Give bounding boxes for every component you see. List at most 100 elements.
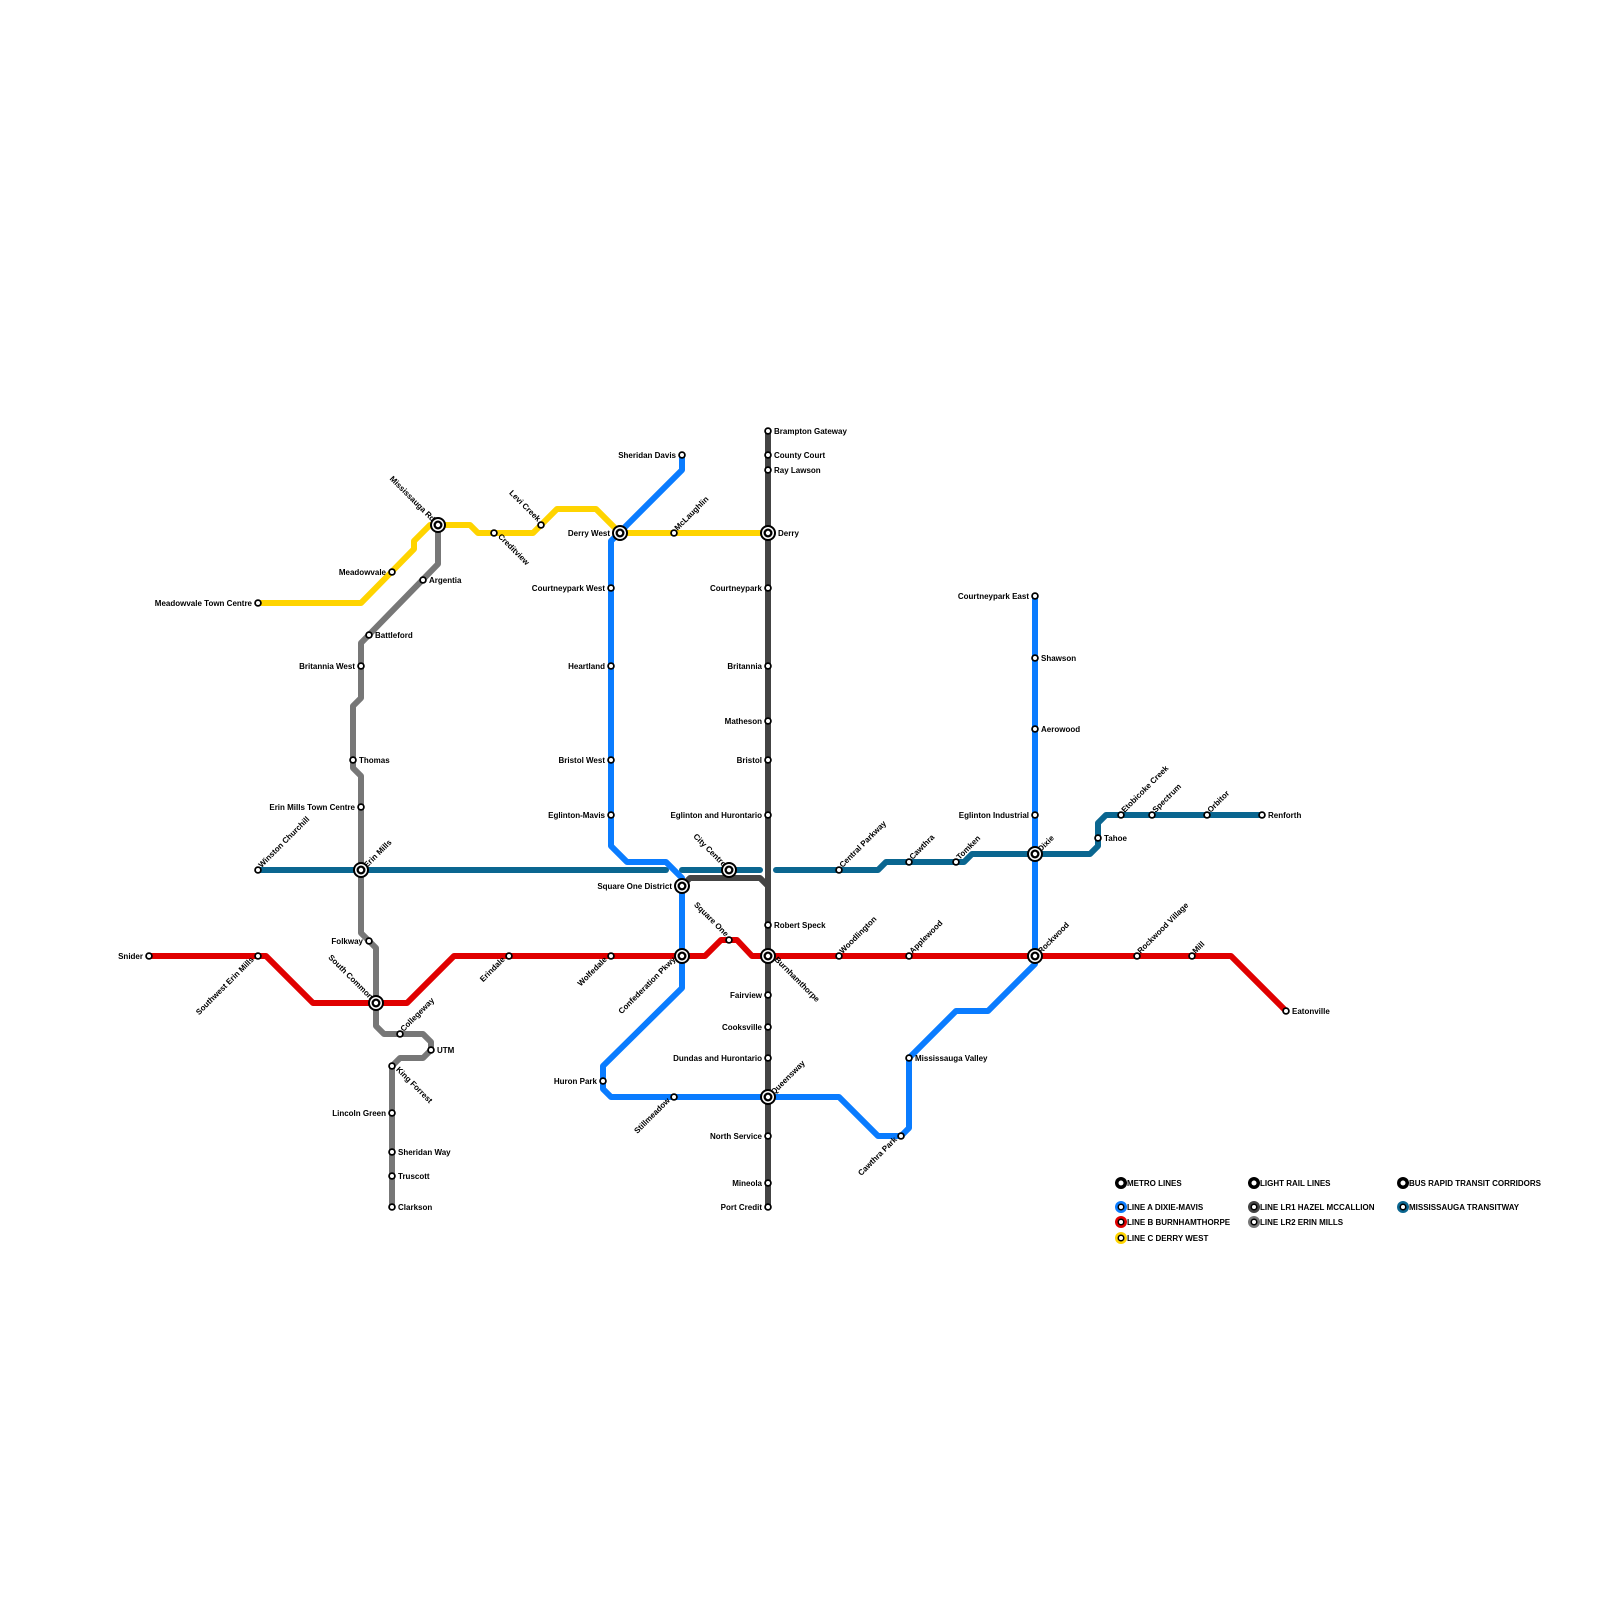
station-matheson[interactable]: Matheson bbox=[725, 717, 772, 726]
station-marker bbox=[609, 954, 613, 958]
station-britannia-west[interactable]: Britannia West bbox=[299, 662, 365, 671]
station-marker bbox=[609, 813, 613, 817]
station-brampton-gateway[interactable]: Brampton Gateway bbox=[764, 427, 847, 436]
station-meadowvale[interactable]: Meadowvale bbox=[339, 568, 396, 577]
station-snider[interactable]: Snider bbox=[118, 952, 153, 961]
station-aerowood[interactable]: Aerowood bbox=[1031, 725, 1080, 734]
station-marker bbox=[766, 664, 770, 668]
station-eglinton-and-hurontario[interactable]: Eglinton and Hurontario bbox=[670, 811, 772, 820]
station-marker bbox=[766, 1181, 770, 1185]
station-marker bbox=[766, 923, 770, 927]
station-thomas[interactable]: Thomas bbox=[349, 756, 390, 765]
station-label: North Service bbox=[710, 1132, 763, 1141]
station-label: Clarkson bbox=[398, 1203, 432, 1212]
station-north-service[interactable]: North Service bbox=[710, 1132, 772, 1141]
station-port-credit[interactable]: Port Credit bbox=[721, 1203, 772, 1212]
station-courtneypark-west[interactable]: Courtneypark West bbox=[532, 584, 615, 593]
station-king-forrest[interactable]: King Forrest bbox=[388, 1062, 434, 1105]
station-marker bbox=[1150, 813, 1154, 817]
station-tahoe[interactable]: Tahoe bbox=[1094, 834, 1128, 843]
station-label: Dixie bbox=[1036, 833, 1056, 853]
svg-text:LIGHT RAIL LINES: LIGHT RAIL LINES bbox=[1260, 1179, 1331, 1188]
station-marker bbox=[601, 1079, 605, 1083]
station-bristol-west[interactable]: Bristol West bbox=[558, 756, 615, 765]
svg-text:LINE B BURNHAMTHORPE: LINE B BURNHAMTHORPE bbox=[1127, 1218, 1231, 1227]
station-renforth[interactable]: Renforth bbox=[1258, 811, 1301, 820]
station-label: Southwest Erin Mills bbox=[194, 955, 256, 1017]
station-huron-park[interactable]: Huron Park bbox=[554, 1077, 607, 1086]
station-label: Courtneypark East bbox=[958, 592, 1029, 601]
station-dixie[interactable]: Dixie bbox=[1027, 833, 1056, 862]
station-county-court[interactable]: County Court bbox=[764, 451, 825, 460]
station-meadowvale-town-centre[interactable]: Meadowvale Town Centre bbox=[155, 599, 262, 608]
station-heartland[interactable]: Heartland bbox=[568, 662, 615, 671]
lr2-route bbox=[350, 522, 441, 1210]
station-label: Meadowvale bbox=[339, 568, 387, 577]
station-sheridan-davis[interactable]: Sheridan Davis bbox=[618, 451, 686, 460]
station-label: Mineola bbox=[732, 1179, 762, 1188]
station-britannia[interactable]: Britannia bbox=[727, 662, 772, 671]
station-courtneypark-east[interactable]: Courtneypark East bbox=[958, 592, 1039, 601]
station-rockwood-village[interactable]: Rockwood Village bbox=[1133, 900, 1191, 960]
station-robert-speck[interactable]: Robert Speck bbox=[764, 921, 826, 930]
station-square-one-district[interactable]: Square One District bbox=[597, 878, 690, 894]
station-eatonville[interactable]: Eatonville bbox=[1282, 1007, 1330, 1016]
station-argentia[interactable]: Argentia bbox=[419, 576, 462, 585]
station-square-one[interactable]: Square One bbox=[692, 900, 733, 944]
station-marker bbox=[907, 860, 911, 864]
station-marker bbox=[390, 1111, 394, 1115]
station-marker bbox=[766, 453, 770, 457]
station-label: Lincoln Green bbox=[332, 1109, 386, 1118]
station-eglinton-mavis[interactable]: Eglinton-Mavis bbox=[548, 811, 615, 820]
station-marker bbox=[837, 954, 841, 958]
station-erin-mills-town-centre[interactable]: Erin Mills Town Centre bbox=[269, 803, 365, 812]
station-marker bbox=[390, 1205, 394, 1209]
station-truscott[interactable]: Truscott bbox=[388, 1172, 430, 1181]
interchange-marker bbox=[679, 953, 685, 959]
station-marker bbox=[672, 531, 676, 535]
station-marker bbox=[766, 719, 770, 723]
legend-brt-header: BUS RAPID TRANSIT CORRIDORS bbox=[1397, 1177, 1542, 1189]
station-fairview[interactable]: Fairview bbox=[730, 991, 772, 1000]
station-label: Woodlington bbox=[838, 915, 879, 956]
station-dundas-and-hurontario[interactable]: Dundas and Hurontario bbox=[673, 1054, 772, 1063]
station-marker bbox=[766, 758, 770, 762]
station-cooksville[interactable]: Cooksville bbox=[722, 1023, 772, 1032]
station-levi-creek[interactable]: Levi Creek bbox=[507, 488, 545, 529]
station-southwest-erin-mills[interactable]: Southwest Erin Mills bbox=[194, 952, 262, 1017]
station-winston-churchill[interactable]: Winston Churchill bbox=[254, 815, 311, 874]
station-label: Eatonville bbox=[1292, 1007, 1330, 1016]
station-lincoln-green[interactable]: Lincoln Green bbox=[332, 1109, 396, 1118]
station-bristol[interactable]: Bristol bbox=[737, 756, 772, 765]
station-derry[interactable]: Derry bbox=[760, 525, 799, 541]
station-label: Rockwood bbox=[1036, 920, 1071, 955]
station-label: UTM bbox=[437, 1046, 455, 1055]
interchange-marker bbox=[373, 1000, 379, 1006]
station-label: Cawthra Park bbox=[856, 1135, 899, 1178]
station-folkway[interactable]: Folkway bbox=[331, 937, 373, 946]
station-label: Applewood bbox=[908, 918, 945, 955]
station-battleford[interactable]: Battleford bbox=[365, 631, 413, 640]
station-derry-west[interactable]: Derry West bbox=[568, 525, 628, 541]
station-marker bbox=[256, 954, 260, 958]
interchange-marker bbox=[435, 522, 441, 528]
station-utm[interactable]: UTM bbox=[427, 1046, 455, 1055]
station-ray-lawson[interactable]: Ray Lawson bbox=[764, 466, 821, 475]
station-label: Erindale bbox=[478, 955, 507, 984]
station-eglinton-industrial[interactable]: Eglinton Industrial bbox=[959, 811, 1039, 820]
station-label: Erin Mills Town Centre bbox=[269, 803, 355, 812]
station-etobicoke-creek[interactable]: Etobicoke Creek bbox=[1117, 763, 1171, 819]
station-sheridan-way[interactable]: Sheridan Way bbox=[388, 1148, 451, 1157]
interchange-marker bbox=[726, 867, 732, 873]
station-marker bbox=[766, 1134, 770, 1138]
station-mississauga-rd[interactable]: Mississauga Rd bbox=[388, 474, 446, 533]
station-cawthra-park[interactable]: Cawthra Park bbox=[856, 1132, 905, 1178]
station-label: Folkway bbox=[331, 937, 363, 946]
station-courtneypark[interactable]: Courtneypark bbox=[710, 584, 772, 593]
station-mineola[interactable]: Mineola bbox=[732, 1179, 772, 1188]
station-mississauga-valley[interactable]: Mississauga Valley bbox=[905, 1054, 988, 1063]
station-shawson[interactable]: Shawson bbox=[1031, 654, 1076, 663]
station-label: Courtneypark West bbox=[532, 584, 606, 593]
station-clarkson[interactable]: Clarkson bbox=[388, 1203, 432, 1212]
station-marker bbox=[766, 813, 770, 817]
